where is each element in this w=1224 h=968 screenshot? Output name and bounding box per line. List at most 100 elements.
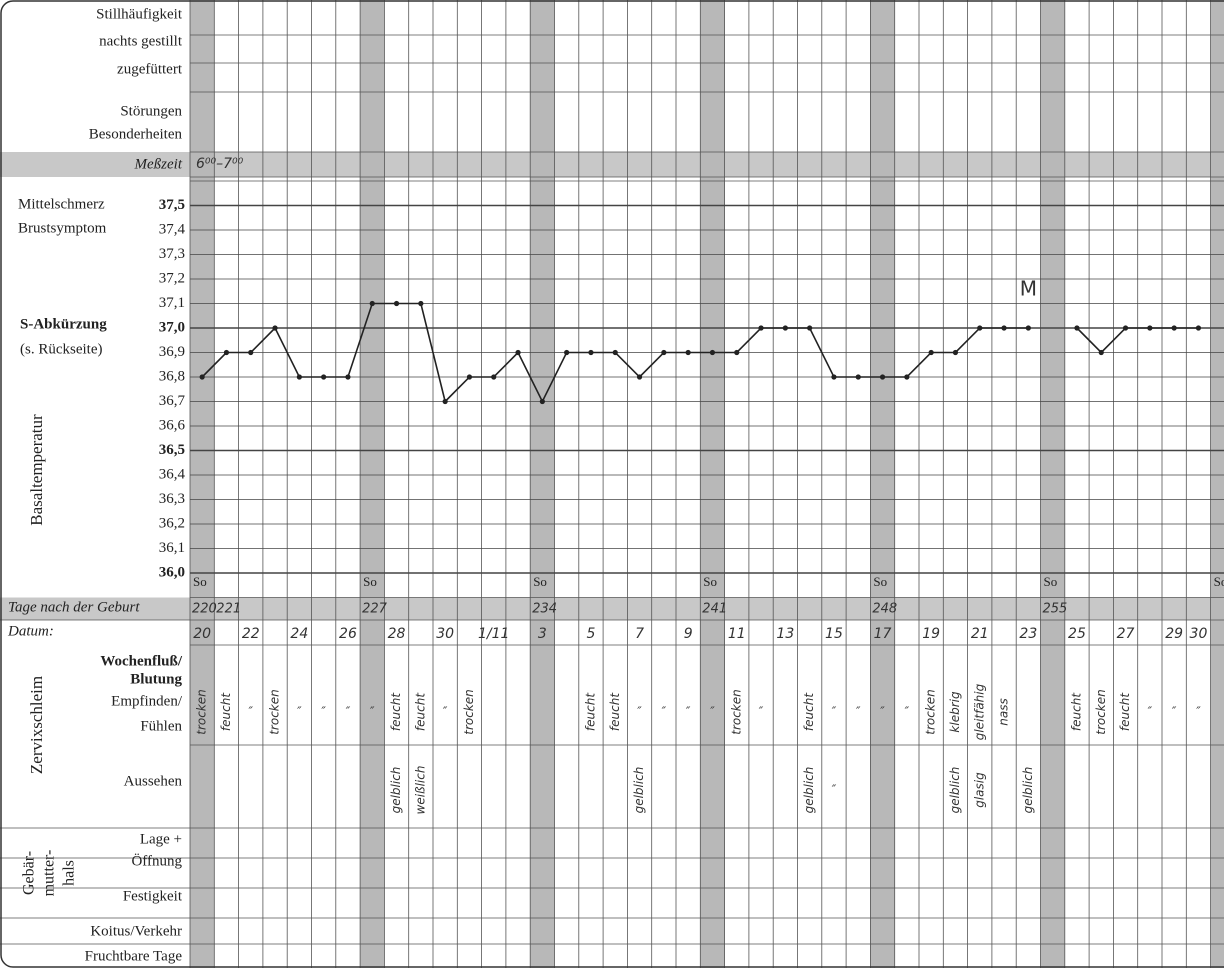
sunday-label: So [363,574,377,589]
temperature-point [1074,325,1080,331]
section-label: hals [61,860,78,886]
sensation-entry: feucht [219,692,233,731]
row-labels: Stillhäufigkeit nachts gestillt zugefütt… [7,6,244,964]
label: Öffnung [131,852,182,869]
temperature-point [491,374,497,380]
temperature-point [369,300,375,307]
temperature-point [758,325,764,331]
appearance-entry: gelblich [802,767,816,814]
days-after-birth: 221 [216,602,241,617]
temperature-point [539,398,545,405]
sunday-column [870,0,895,968]
temperature-point [296,374,302,380]
label: Brustsymptom [18,220,107,236]
sensation-entry: ″ [832,705,837,719]
label: Lage + [140,831,182,847]
sensation-entry: feucht [583,692,597,731]
axis-label: Basaltemperatur [27,414,46,526]
date-label: 20 [193,626,211,642]
sensation-entry: ″ [1172,705,1177,719]
date-label: 1/11 [478,626,509,642]
y-tick-label: 36,7 [159,393,186,409]
label: Festigkeit [123,888,183,904]
sensation-entry: trocken [924,689,938,735]
sensation-entry: trocken [729,689,743,735]
temperature-point [977,325,983,331]
sunday-column [530,0,555,968]
label: Fühlen [140,718,182,734]
y-tick-label: 36,8 [159,368,185,384]
date-label: 5 [586,626,595,642]
label: Fruchtbare Tage [85,948,183,964]
days-after-birth: 227 [362,602,388,617]
label: Meßzeit [134,156,183,172]
date-label: 21 [971,626,989,642]
sensation-entry: nass [997,698,1011,725]
row-band [0,597,1224,620]
chart-layer: 37,5 37,4 37,3 37,2 37,1 37,0 36,9 36,8 36,7 36,6… [159,197,1224,815]
sunday-label: So [1044,574,1058,589]
temperature-point [321,374,327,380]
sunday-column [360,0,385,968]
temperature-point [661,349,667,356]
sensation-entry: ″ [662,705,667,719]
date-label: 19 [922,626,940,642]
appearance-entry: gelblich [948,767,962,814]
days-after-birth: 234 [532,602,557,617]
y-tick-label: 36,2 [159,515,185,531]
date-label: 7 [635,626,644,642]
label: Störungen [120,103,182,119]
sensation-entry: ″ [686,705,691,719]
sunday-column [1040,0,1065,968]
sensation-entry: ″ [856,705,861,719]
date-label: 29 [1165,626,1183,642]
temperature-point [248,349,254,356]
label: Besonderheiten [89,126,183,142]
date-label: 22 [242,626,260,642]
temperature-point [1171,325,1177,331]
sunday-column [190,0,215,968]
sensation-entry: ″ [370,705,375,719]
label: Mittelschmerz [18,196,105,212]
section-label: Zervixschleim [27,676,46,774]
annotation: M [1020,277,1037,301]
temperature-point [807,325,813,331]
sensation-entry: feucht [413,692,427,731]
date-label: 30 [1190,626,1208,642]
sensation-entry: ″ [637,705,642,719]
section-label: Gebär- [21,851,38,895]
label: Tage nach der Geburt [8,599,140,615]
y-tick-label: 36,4 [159,466,186,482]
date-label: 9 [684,626,693,642]
sunday-label: So [1214,574,1224,589]
appearance-entry: gelblich [389,767,403,814]
date-label: 3 [538,626,547,642]
label: Koitus/Verkehr [90,923,182,939]
sunday-label: So [703,574,717,589]
sensation-entry: ″ [905,705,910,719]
temperature-point [1195,325,1202,331]
date-label: 27 [1117,626,1135,642]
date-label: 28 [388,626,406,642]
sensation-entry: ″ [1148,705,1153,719]
date-label: 23 [1019,626,1037,642]
sensation-entry: ″ [880,705,885,719]
y-tick-label: 37,5 [159,197,185,213]
temperature-point [831,374,837,380]
y-tick-label: 37,0 [159,319,185,335]
temperature-point [1122,325,1129,331]
days-after-birth: 241 [702,602,727,617]
temperature-point [709,349,716,356]
temperature-point [734,349,740,356]
temperature-point [855,374,861,380]
y-tick-label: 37,1 [159,295,185,311]
handwritten-time: 6⁰⁰–7⁰⁰ [196,156,244,172]
days-after-birth: 248 [872,602,897,617]
temperature-point [1098,349,1104,356]
sensation-entry: ″ [1196,705,1201,719]
appearance-entry: glasig [972,772,986,808]
y-tick-label: 36,1 [159,540,185,556]
date-label: 26 [339,626,357,642]
